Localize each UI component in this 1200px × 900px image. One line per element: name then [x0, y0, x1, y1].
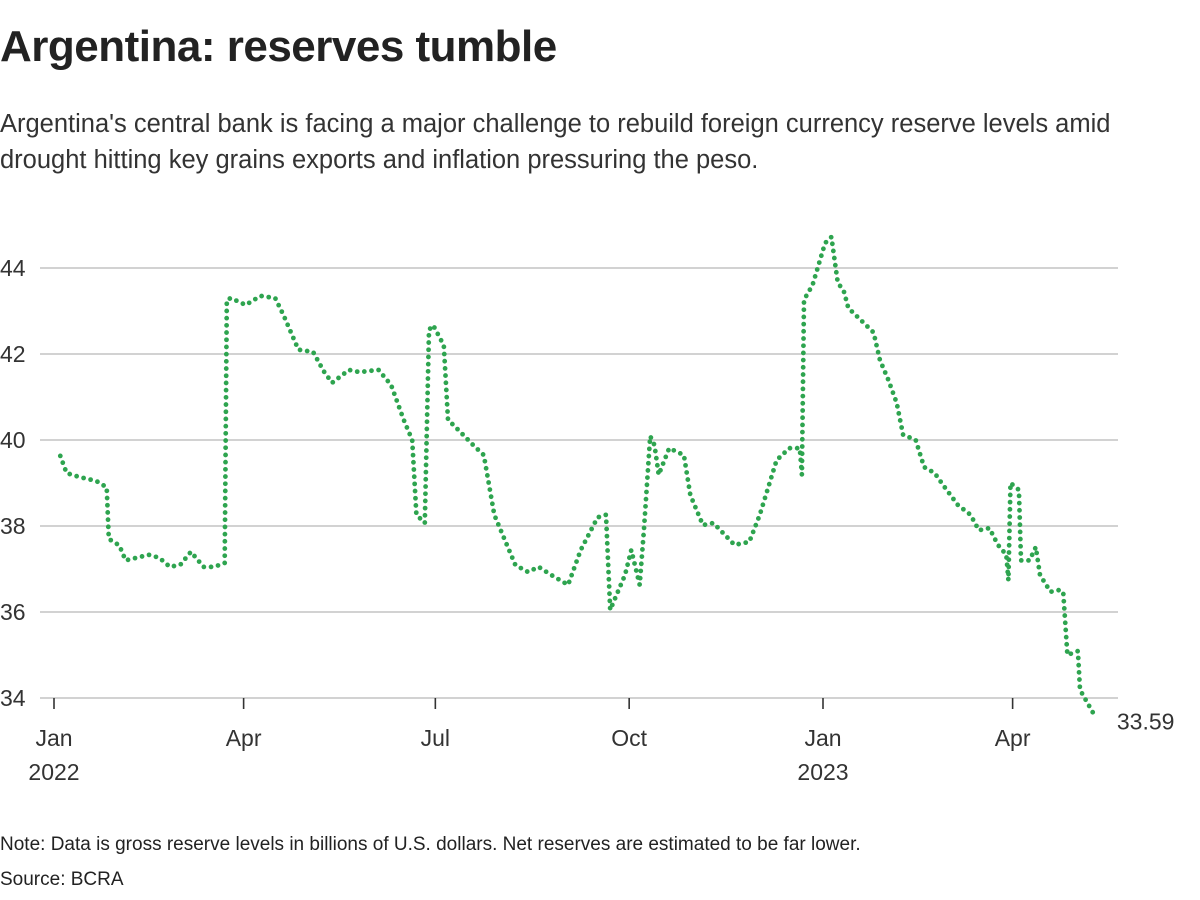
end-value-label: 33.59	[1117, 709, 1175, 735]
y-axis: 34 36 38 40 42 44	[0, 255, 26, 711]
chart-subtitle: Argentina's central bank is facing a maj…	[0, 110, 1111, 174]
x-tick-label: Jul	[421, 725, 450, 751]
y-tick-label: 40	[0, 427, 26, 453]
y-tick-label: 36	[0, 599, 26, 625]
x-tick-year: 2022	[28, 759, 79, 785]
gridlines	[40, 267, 1118, 699]
x-tick-label: Jan	[804, 725, 841, 751]
x-tick-label: Jan	[35, 725, 72, 751]
y-tick-label: 38	[0, 513, 26, 539]
reserves-line	[57, 231, 1100, 718]
x-tick-year: 2023	[797, 759, 848, 785]
x-tick-label: Apr	[226, 725, 262, 751]
x-axis: Jan 2022 Apr Jul Oct Jan 2023 Apr	[28, 698, 1031, 785]
y-tick-label: 42	[0, 341, 26, 367]
chart-title: Argentina: reserves tumble	[0, 22, 557, 71]
chart-source: Source: BCRA	[0, 869, 124, 890]
y-tick-label: 34	[0, 685, 26, 711]
chart-note: Note: Data is gross reserve levels in bi…	[0, 834, 861, 855]
x-tick-label: Oct	[611, 725, 647, 751]
y-tick-label: 44	[0, 255, 26, 281]
x-tick-label: Apr	[995, 725, 1031, 751]
